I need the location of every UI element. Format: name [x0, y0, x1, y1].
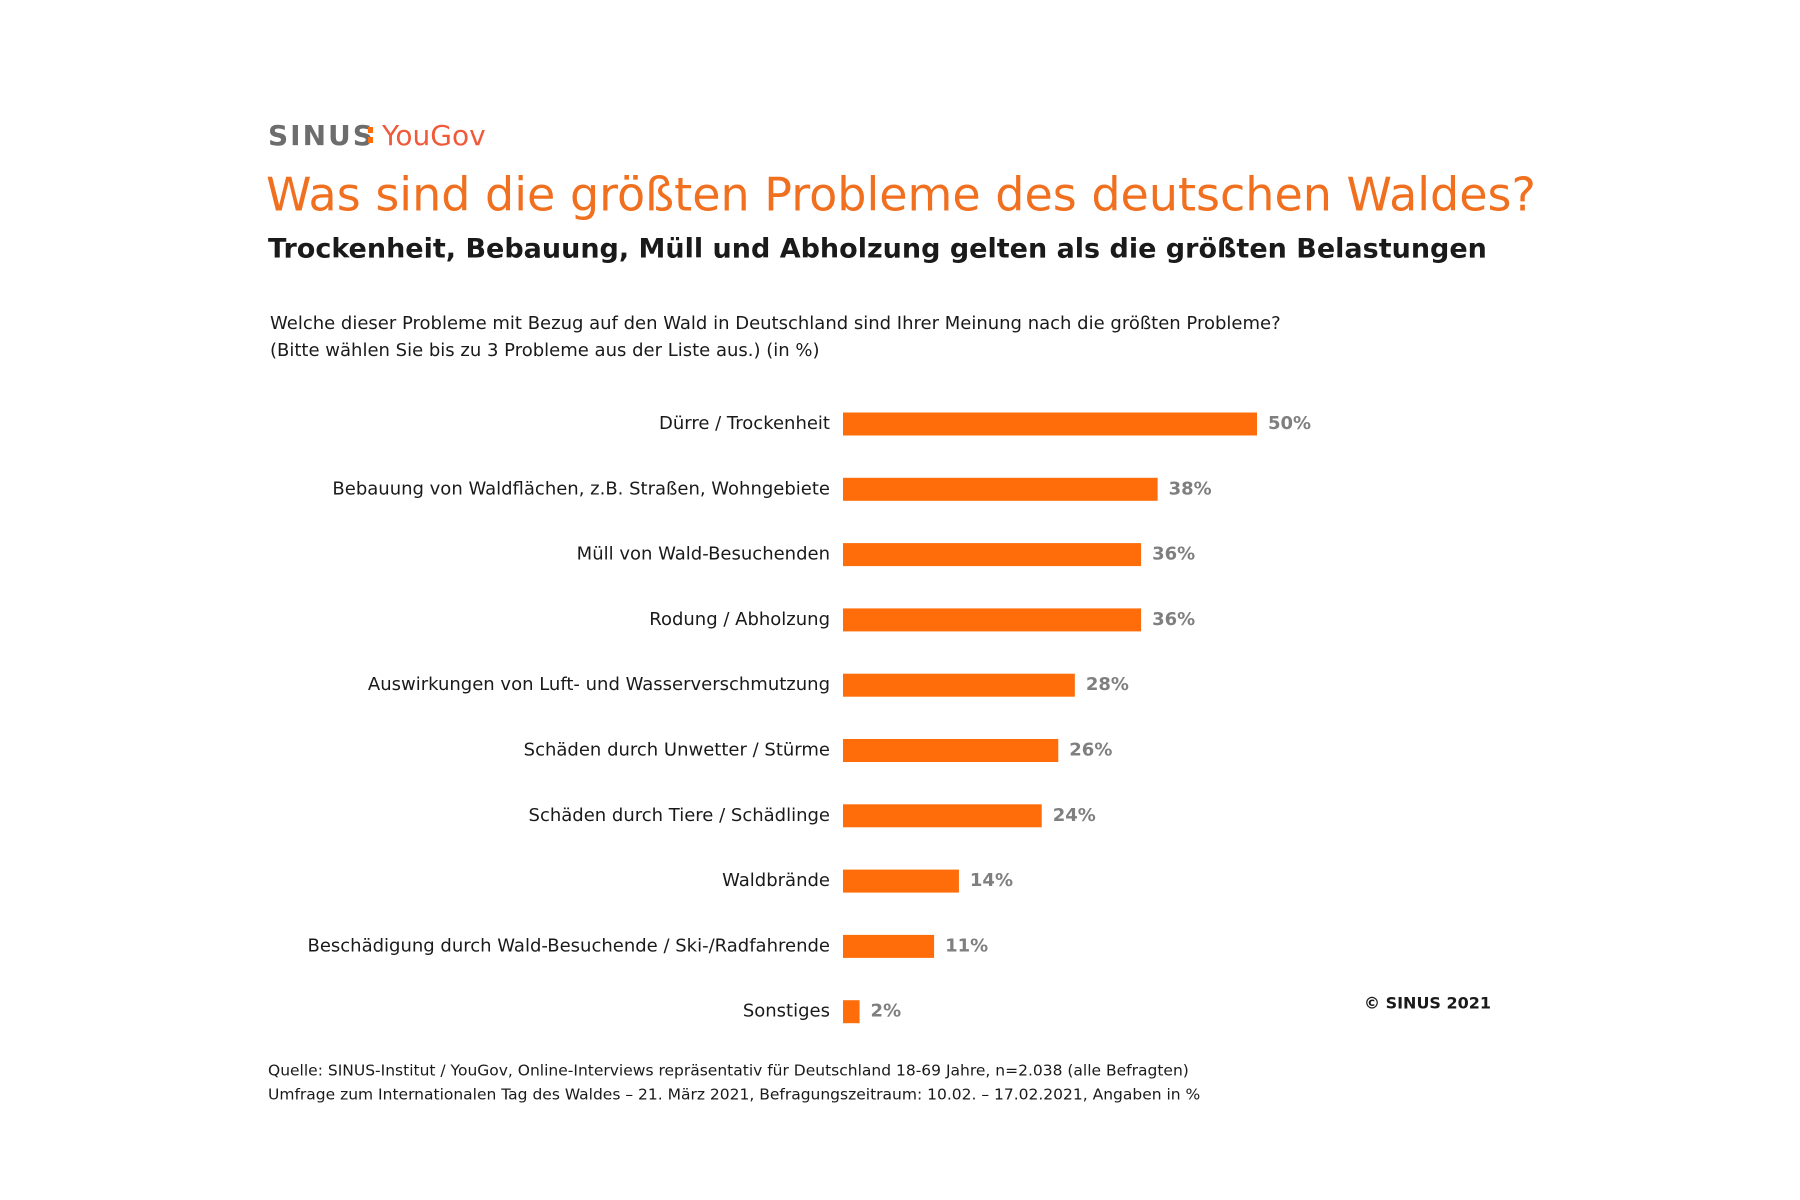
- category-label: Müll von Wald-Besuchenden: [577, 544, 830, 565]
- value-label: 50%: [1268, 413, 1311, 434]
- bar: [843, 804, 1042, 828]
- value-label: 36%: [1152, 544, 1195, 565]
- question: Welche dieser Probleme mit Bezug auf den…: [270, 313, 1281, 334]
- value-label: 36%: [1152, 609, 1195, 630]
- chart-subtitle: Trockenheit, Bebauung, Müll und Abholzun…: [268, 234, 1487, 265]
- category-label: Bebauung von Waldflächen, z.B. Straßen, …: [332, 478, 830, 499]
- category-label: Waldbrände: [722, 870, 830, 891]
- value-label: 24%: [1053, 805, 1096, 826]
- copyright: © SINUS 2021: [1364, 994, 1491, 1013]
- logo-yougov: YouGov: [381, 119, 486, 152]
- logo-dot: [368, 127, 373, 133]
- source: Umfrage zum Internationalen Tag des Wald…: [268, 1086, 1200, 1104]
- value-label: 26%: [1069, 740, 1112, 761]
- category-label: Auswirkungen von Luft- und Wasserverschm…: [368, 674, 830, 695]
- bar: [843, 412, 1257, 436]
- category-label: Dürre / Trockenheit: [659, 413, 830, 434]
- bar: [843, 739, 1059, 762]
- bar: [843, 673, 1075, 697]
- bar: [843, 477, 1158, 501]
- bar: [843, 934, 935, 958]
- question: (Bitte wählen Sie bis zu 3 Probleme aus …: [270, 340, 820, 361]
- value-label: 14%: [970, 870, 1013, 891]
- bar: [843, 1000, 860, 1024]
- logo-dot: [368, 137, 373, 143]
- category-label: Beschädigung durch Wald-Besuchende / Ski…: [307, 935, 830, 956]
- category-label: Sonstiges: [743, 1001, 830, 1022]
- category-label: Schäden durch Unwetter / Stürme: [524, 740, 830, 761]
- bar: [843, 869, 959, 893]
- chart-title: Was sind die größten Probleme des deutsc…: [266, 168, 1536, 222]
- bar: [843, 543, 1142, 567]
- logo-sinus: SINUS: [268, 119, 375, 152]
- value-label: 2%: [871, 1001, 902, 1022]
- category-label: Schäden durch Tiere / Schädlinge: [529, 805, 830, 826]
- value-label: 38%: [1169, 478, 1212, 499]
- category-label: Rodung / Abholzung: [649, 609, 830, 630]
- value-label: 11%: [945, 935, 988, 956]
- bar: [843, 608, 1142, 632]
- source: Quelle: SINUS-Institut / YouGov, Online-…: [268, 1062, 1189, 1080]
- value-label: 28%: [1086, 674, 1129, 695]
